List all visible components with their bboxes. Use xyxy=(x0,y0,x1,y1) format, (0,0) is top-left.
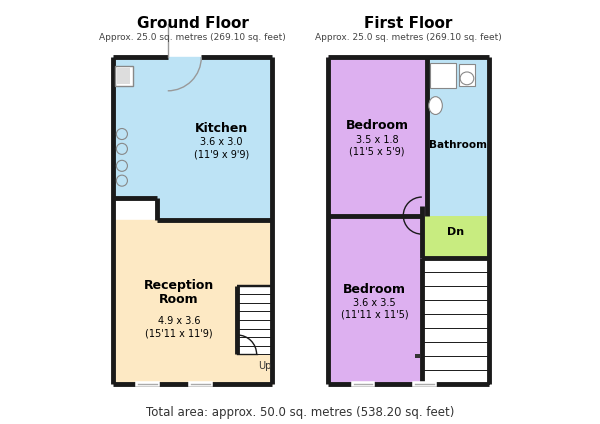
Bar xyxy=(422,206,488,258)
Text: Kitchen: Kitchen xyxy=(194,122,248,135)
Bar xyxy=(237,286,272,354)
Bar xyxy=(422,258,488,384)
Text: 3.6 x 3.0: 3.6 x 3.0 xyxy=(200,137,242,147)
Text: 3.5 x 1.8: 3.5 x 1.8 xyxy=(356,135,398,145)
Text: Approx. 25.0 sq. metres (269.10 sq. feet): Approx. 25.0 sq. metres (269.10 sq. feet… xyxy=(315,33,502,42)
Text: Room: Room xyxy=(160,293,199,307)
Bar xyxy=(430,63,456,88)
Bar xyxy=(415,354,419,358)
Text: Bathroom: Bathroom xyxy=(428,140,487,150)
Bar xyxy=(459,64,475,86)
Text: Up: Up xyxy=(258,361,271,371)
Polygon shape xyxy=(113,220,272,384)
Text: 4.9 x 3.6: 4.9 x 3.6 xyxy=(158,316,200,326)
Bar xyxy=(328,215,422,384)
Text: (15'11 x 11'9): (15'11 x 11'9) xyxy=(145,329,213,339)
Ellipse shape xyxy=(429,97,442,114)
Text: Ground Floor: Ground Floor xyxy=(137,16,248,31)
Bar xyxy=(427,57,488,215)
Text: Bedroom: Bedroom xyxy=(346,119,409,132)
Text: Bedroom: Bedroom xyxy=(343,282,406,296)
Text: (11'9 x 9'9): (11'9 x 9'9) xyxy=(194,150,249,160)
Text: Dn: Dn xyxy=(446,227,464,237)
Bar xyxy=(328,57,427,215)
Text: Reception: Reception xyxy=(144,279,214,292)
Text: 3.6 x 3.5: 3.6 x 3.5 xyxy=(353,298,396,308)
Text: (11'5 x 5'9): (11'5 x 5'9) xyxy=(349,146,405,156)
Bar xyxy=(115,66,133,86)
Text: Approx. 25.0 sq. metres (269.10 sq. feet): Approx. 25.0 sq. metres (269.10 sq. feet… xyxy=(99,33,286,42)
Bar xyxy=(459,64,475,86)
Polygon shape xyxy=(113,57,272,220)
Bar xyxy=(117,68,130,84)
Text: (11'11 x 11'5): (11'11 x 11'5) xyxy=(341,310,409,320)
Text: Total area: approx. 50.0 sq. metres (538.20 sq. feet): Total area: approx. 50.0 sq. metres (538… xyxy=(146,406,454,418)
Bar xyxy=(430,63,456,88)
Text: First Floor: First Floor xyxy=(364,16,452,31)
